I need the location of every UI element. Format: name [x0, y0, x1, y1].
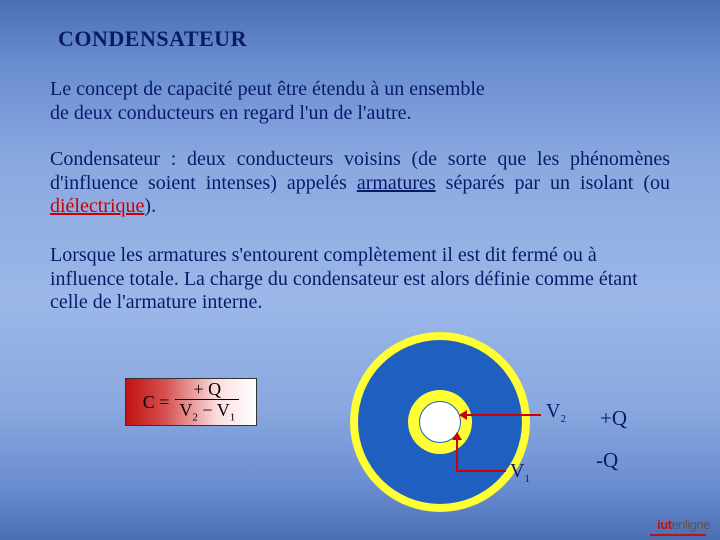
dielectrique-term: diélectrique	[50, 195, 144, 217]
armatures-term: armatures	[357, 172, 436, 194]
definition-paragraph: Condensateur : deux conducteurs voisins …	[50, 148, 670, 219]
v1-arrow-horizontal	[458, 470, 506, 472]
plus-q-label: +Q	[600, 406, 627, 431]
closure-paragraph: Lorsque les armatures s'entourent complè…	[50, 244, 670, 315]
minus-q-label: -Q	[596, 448, 618, 473]
v1-label: V1	[510, 460, 530, 485]
formula-fraction: + Q V2 − V1	[175, 380, 239, 424]
formula-lhs: C =	[143, 392, 170, 413]
intro-line-1: Le concept de capacité peut être étendu …	[50, 78, 485, 100]
iutenligne-logo: iutenligne	[657, 517, 710, 532]
page-title: CONDENSATEUR	[58, 26, 247, 52]
logo-enligne-text: enligne	[672, 517, 710, 532]
logo-underline	[650, 534, 706, 536]
v2-arrow	[465, 414, 541, 416]
intro-line-2: de deux conducteurs en regard l'un de l'…	[50, 102, 412, 124]
v2-label: V2	[546, 400, 566, 425]
v1-arrow-vertical	[456, 438, 458, 472]
formula-denominator: V2 − V1	[175, 399, 239, 424]
logo-iut-text: iut	[657, 517, 671, 532]
capacitance-formula: C = + Q V2 − V1	[125, 378, 257, 426]
def-text-c: ).	[144, 195, 156, 217]
formula-numerator: + Q	[190, 380, 226, 399]
intro-paragraph: Le concept de capacité peut être étendu …	[50, 78, 650, 125]
capacitor-diagram	[350, 332, 530, 512]
def-text-b: séparés par un isolant (ou	[436, 172, 670, 194]
